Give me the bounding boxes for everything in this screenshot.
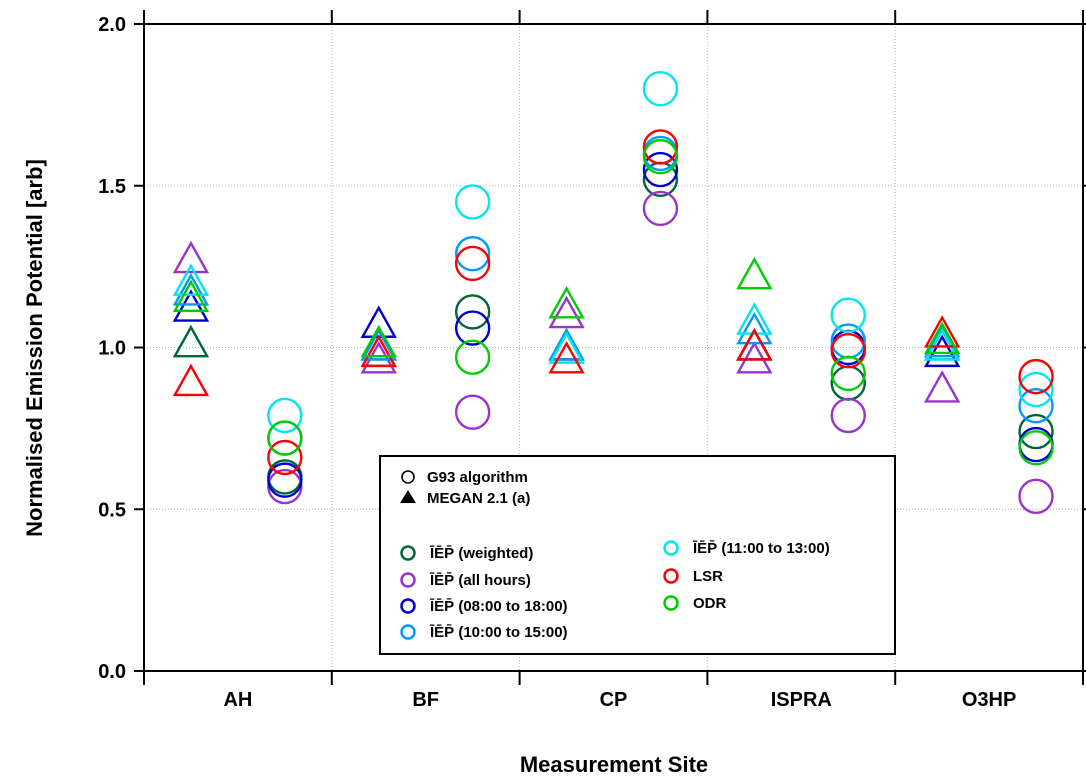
circle-marker [830, 323, 866, 359]
circle-marker [1018, 388, 1054, 424]
triangle-marker [548, 331, 585, 364]
x-tick-label: CP [600, 689, 628, 711]
circle-marker [1018, 478, 1054, 515]
triangle-marker [172, 240, 210, 274]
circle-marker [642, 70, 679, 107]
circle-marker [830, 365, 866, 401]
legend-swatch-all-hours [400, 572, 416, 588]
legend-swatch-11-13 [663, 540, 679, 556]
y-tick-label: 2.0 [98, 14, 126, 36]
legend-label-lsr: LSR [693, 568, 723, 585]
legend-swatch-08-18 [400, 598, 416, 614]
triangle-marker [172, 363, 210, 397]
triangle-marker [172, 273, 210, 306]
circle-marker [267, 439, 303, 476]
tick-labels: 0.0 0.5 1.0 1.5 2.0 AH BF CP ISPRA O3HP [98, 14, 1016, 711]
circle-marker [830, 355, 866, 392]
circle-marker [267, 397, 303, 434]
legend-swatch-10-15 [400, 624, 416, 640]
circle-marker [830, 397, 866, 434]
y-tick-label: 1.0 [98, 338, 126, 360]
grid-lines [144, 24, 1083, 671]
legend-label-all-hours: ĪĒP̄ (all hours) [429, 571, 531, 589]
circle-marker [454, 310, 491, 346]
x-tick-label: ISPRA [771, 689, 832, 711]
triangle-marker [548, 328, 585, 361]
data-points [172, 70, 1054, 515]
triangle-marker [548, 340, 585, 374]
triangle-marker [736, 302, 773, 335]
circle-marker [830, 329, 866, 366]
legend-marker-triangle [400, 490, 416, 503]
circle-marker [267, 462, 303, 498]
circle-marker [454, 245, 491, 282]
circle-marker [454, 235, 491, 272]
triangle-marker [548, 285, 585, 319]
circle-marker [1018, 371, 1054, 408]
circle-marker [454, 294, 491, 330]
legend-label-weighted: ĪĒP̄ (weighted) [429, 544, 533, 562]
triangle-marker [923, 324, 961, 358]
legend-swatch-weighted [400, 545, 416, 561]
triangle-marker [923, 328, 961, 361]
triangle-marker [923, 370, 961, 403]
x-axis-label: Measurement Site [520, 752, 708, 777]
legend-label-10-15: ĪĒP̄ (10:00 to 15:00) [429, 623, 568, 641]
circle-marker [830, 297, 866, 333]
y-axis-label: Normalised Emission Potential [arb] [22, 159, 47, 537]
legend-label-odr: ODR [693, 595, 727, 612]
circle-marker [642, 129, 679, 165]
triangle-marker [172, 279, 210, 313]
triangle-marker [360, 324, 397, 358]
legend-swatch-odr [663, 595, 679, 611]
y-tick-label: 0.5 [98, 499, 126, 521]
legend-label-11-13: ĪĒP̄ (11:00 to 13:00) [692, 539, 830, 557]
y-tick-label: 1.5 [98, 176, 126, 198]
x-tick-label: O3HP [962, 689, 1016, 711]
triangle-marker [736, 311, 773, 345]
triangle-marker [736, 340, 773, 374]
y-tick-label: 0.0 [98, 661, 126, 683]
circle-marker [1018, 413, 1054, 450]
triangle-marker [172, 324, 210, 358]
circle-marker [642, 190, 679, 227]
triangle-marker [923, 321, 961, 355]
triangle-marker [172, 263, 210, 296]
circle-marker [267, 459, 303, 495]
legend-label-08-18: ĪĒP̄ (08:00 to 18:00) [429, 597, 568, 615]
triangle-marker [923, 315, 961, 348]
circle-marker [267, 468, 303, 505]
circle-marker [1018, 430, 1054, 466]
triangle-marker [736, 256, 773, 290]
circle-marker [454, 394, 491, 430]
triangle-marker [360, 340, 397, 374]
legend-swatch-lsr [663, 568, 679, 584]
legend-label-g93: G93 algorithm [427, 469, 528, 486]
circle-marker [642, 151, 679, 188]
legend-label-megan: MEGAN 2.1 (a) [427, 490, 530, 507]
x-tick-label: AH [223, 689, 252, 711]
triangle-marker [548, 295, 585, 329]
triangle-marker [360, 328, 397, 361]
circle-marker [267, 420, 303, 456]
circle-marker [454, 339, 491, 375]
circle-marker [642, 138, 679, 175]
triangle-marker [360, 334, 397, 368]
x-tick-label: BF [412, 689, 439, 711]
legend-marker-circle [401, 470, 415, 484]
triangle-marker [172, 289, 210, 322]
legend-box [379, 455, 896, 655]
triangle-marker [923, 334, 961, 368]
triangle-marker [736, 328, 773, 361]
legend: G93 algorithm MEGAN 2.1 (a) ĪĒP̄ (weight… [379, 455, 896, 655]
circle-marker [454, 184, 491, 220]
circle-marker [830, 333, 866, 369]
axes [134, 10, 1086, 685]
circle-marker [1018, 358, 1054, 395]
